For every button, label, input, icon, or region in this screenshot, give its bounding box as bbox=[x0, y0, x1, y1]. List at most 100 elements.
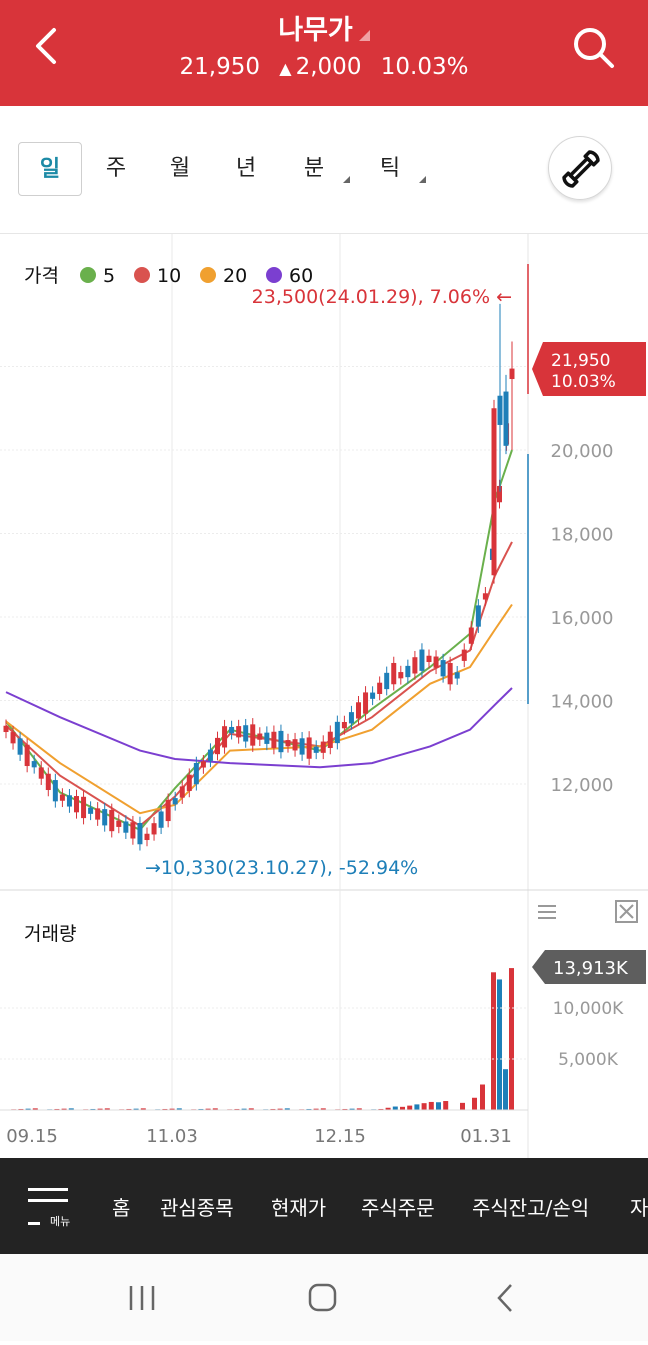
volume-bar bbox=[407, 1106, 412, 1110]
home-icon[interactable] bbox=[310, 1285, 335, 1310]
legend-price-label: 가격 bbox=[24, 265, 59, 287]
candle-body bbox=[173, 798, 178, 804]
stock-name: 나무가 bbox=[278, 15, 353, 46]
date-tick-label: 11.03 bbox=[146, 1126, 198, 1147]
candle-body bbox=[222, 726, 227, 747]
price-tick-label: 12,000 bbox=[551, 775, 614, 796]
candle-body bbox=[81, 797, 86, 818]
candle-body bbox=[278, 731, 283, 752]
tab-daily[interactable]: 일 bbox=[18, 142, 82, 196]
dropdown-icon bbox=[419, 176, 426, 183]
nav-balance[interactable]: 주식잔고/손익 bbox=[472, 1192, 589, 1221]
candle-body bbox=[130, 822, 135, 838]
tag-percent: 10.03% bbox=[551, 372, 616, 392]
candle-body bbox=[18, 738, 23, 754]
price-tick-label: 14,000 bbox=[551, 692, 614, 713]
candle-body bbox=[215, 738, 220, 754]
current-price-tag: 21,950 10.03% bbox=[532, 342, 646, 396]
candle-body bbox=[208, 750, 213, 761]
candle-body bbox=[427, 656, 432, 662]
menu-button[interactable]: 메뉴 bbox=[28, 1188, 72, 1229]
nav-more[interactable]: 자 bbox=[630, 1192, 648, 1221]
candle-body bbox=[405, 666, 410, 677]
legend-dot bbox=[80, 267, 96, 283]
nav-home[interactable]: 홈 bbox=[112, 1192, 130, 1221]
quote-line: 21,950 ▲2,000 10.03% bbox=[0, 54, 648, 80]
dropdown-triangle-icon bbox=[359, 30, 370, 41]
candle-body bbox=[492, 408, 497, 575]
candle-body bbox=[74, 796, 79, 812]
ma-line-20 bbox=[6, 605, 512, 814]
low-price-annotation: →10,330(23.10.27), -52.94% bbox=[145, 857, 418, 879]
app-header: 나무가 21,950 ▲2,000 10.03% bbox=[0, 0, 648, 106]
recent-apps-icon[interactable] bbox=[131, 1286, 153, 1310]
candle-body bbox=[462, 650, 467, 661]
wrench-icon bbox=[549, 137, 613, 201]
candle-body bbox=[159, 811, 164, 827]
high-price-annotation: 23,500(24.01.29), 7.06% ← bbox=[252, 286, 512, 308]
candle-body bbox=[476, 605, 481, 626]
close-panel-icon[interactable] bbox=[616, 901, 637, 922]
candle-body bbox=[398, 672, 403, 678]
legend-period: 60 bbox=[289, 265, 313, 287]
candle-body bbox=[455, 672, 460, 678]
period-tabs: 일 주 월 년 분 틱 bbox=[0, 106, 648, 234]
price-tick-label: 18,000 bbox=[551, 525, 614, 546]
nav-stock-order[interactable]: 주식주문 bbox=[361, 1192, 435, 1221]
candle-body bbox=[363, 692, 368, 713]
candle-body bbox=[349, 712, 354, 723]
candle-body bbox=[180, 786, 185, 797]
drag-handle-icon[interactable] bbox=[538, 906, 556, 918]
candle-body bbox=[116, 821, 121, 827]
candle-body bbox=[32, 761, 37, 767]
stock-name-title[interactable]: 나무가 bbox=[0, 8, 648, 47]
hamburger-icon bbox=[28, 1188, 68, 1191]
candle-body bbox=[39, 767, 44, 778]
candle-body bbox=[11, 732, 16, 743]
tab-yearly[interactable]: 년 bbox=[222, 142, 270, 196]
chart-settings-button[interactable] bbox=[548, 136, 612, 200]
volume-bar bbox=[393, 1107, 398, 1110]
volume-bar bbox=[429, 1102, 434, 1110]
candle-body bbox=[441, 660, 446, 676]
candle-body bbox=[335, 722, 340, 743]
candle-body bbox=[469, 628, 474, 644]
hamburger-line bbox=[28, 1222, 40, 1225]
tab-monthly[interactable]: 월 bbox=[156, 142, 204, 196]
candle-body bbox=[370, 693, 375, 699]
ma-line-10 bbox=[6, 542, 512, 826]
change-percent: 10.03% bbox=[381, 54, 469, 80]
candle-body bbox=[4, 726, 9, 732]
candle-body bbox=[137, 823, 142, 844]
tab-tick[interactable]: 틱 bbox=[366, 142, 414, 196]
candle-body bbox=[95, 808, 100, 819]
candle-body bbox=[448, 663, 453, 684]
price-change: ▲2,000 bbox=[279, 54, 361, 80]
dropdown-icon bbox=[343, 176, 350, 183]
legend-period: 20 bbox=[223, 265, 247, 287]
nav-watchlist[interactable]: 관심종목 bbox=[160, 1192, 234, 1221]
volume-bar bbox=[491, 972, 496, 1110]
volume-bar bbox=[422, 1103, 427, 1110]
tab-minute[interactable]: 분 bbox=[290, 142, 338, 196]
current-price: 21,950 bbox=[180, 54, 260, 80]
candle-body bbox=[152, 823, 157, 834]
candle-body bbox=[483, 593, 488, 599]
up-triangle-icon: ▲ bbox=[279, 59, 291, 78]
nav-current-price[interactable]: 현재가 bbox=[271, 1192, 326, 1221]
back-nav-icon[interactable] bbox=[499, 1285, 511, 1311]
candle-body bbox=[356, 702, 361, 718]
volume-bar bbox=[497, 979, 502, 1110]
volume-bar bbox=[480, 1085, 485, 1111]
tab-weekly[interactable]: 주 bbox=[92, 142, 140, 196]
candle-body bbox=[60, 795, 65, 801]
tag-volume: 13,913K bbox=[553, 958, 629, 979]
candle-body bbox=[187, 775, 192, 791]
volume-bar bbox=[460, 1103, 465, 1110]
search-icon[interactable] bbox=[570, 24, 616, 70]
candle-body bbox=[257, 734, 262, 740]
